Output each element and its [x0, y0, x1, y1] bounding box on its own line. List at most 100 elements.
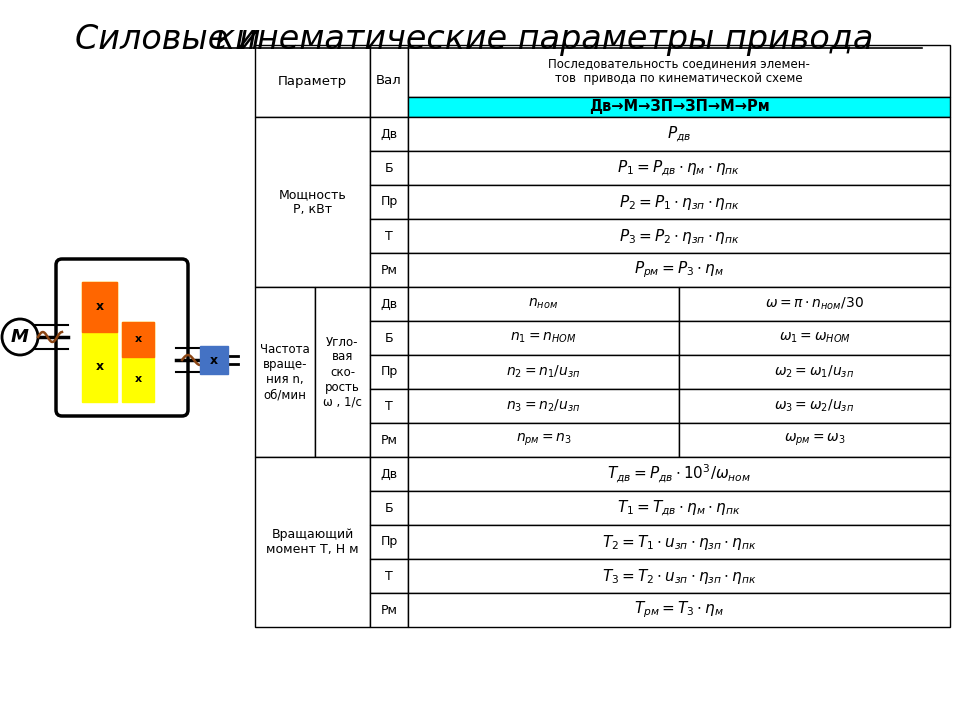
- FancyBboxPatch shape: [56, 259, 188, 416]
- Bar: [315, 287, 370, 457]
- Text: кинематические параметры привода: кинематические параметры привода: [215, 23, 874, 56]
- Circle shape: [2, 319, 38, 355]
- Text: Вращающий
момент T, Н м: Вращающий момент T, Н м: [266, 528, 359, 556]
- Text: $n_1 = n_{НОМ}$: $n_1 = n_{НОМ}$: [511, 330, 577, 345]
- Text: Мощность
P, кВт: Мощность P, кВт: [278, 188, 347, 216]
- Text: $\omega = \pi \cdot n_{ном}/30$: $\omega = \pi \cdot n_{ном}/30$: [765, 296, 864, 312]
- Bar: [408, 593, 950, 627]
- Bar: [255, 457, 370, 627]
- Text: $T_{рм} = T_3 \cdot \eta_м$: $T_{рм} = T_3 \cdot \eta_м$: [634, 600, 724, 621]
- Text: Частота
враще-
ния n,
об/мин: Частота враще- ния n, об/мин: [260, 343, 310, 401]
- Text: x: x: [95, 361, 104, 374]
- Bar: [370, 219, 408, 253]
- Bar: [370, 491, 408, 525]
- Text: Силовые и: Силовые и: [75, 23, 272, 56]
- Bar: [122, 322, 154, 357]
- Bar: [370, 593, 408, 627]
- Text: $P_{дв}$: $P_{дв}$: [667, 124, 691, 144]
- Bar: [370, 321, 408, 355]
- Bar: [370, 559, 408, 593]
- Bar: [408, 45, 950, 97]
- Text: Т: Т: [385, 570, 393, 582]
- Text: Угло-
вая
ско-
рость
ω , 1/с: Угло- вая ско- рость ω , 1/с: [324, 336, 362, 408]
- Text: Рм: Рм: [380, 433, 397, 446]
- Text: Дв: Дв: [380, 467, 397, 480]
- Bar: [370, 45, 408, 117]
- Bar: [255, 45, 370, 117]
- Text: $P_{рм} = P_3 \cdot \eta_м$: $P_{рм} = P_3 \cdot \eta_м$: [635, 260, 724, 280]
- Text: x: x: [210, 354, 218, 366]
- Text: Б: Б: [385, 502, 394, 515]
- Text: Т: Т: [385, 400, 393, 413]
- Text: $T_1 = T_{дв} \cdot \eta_м \cdot \eta_{пк}$: $T_1 = T_{дв} \cdot \eta_м \cdot \eta_{п…: [617, 498, 741, 518]
- Bar: [370, 185, 408, 219]
- Bar: [679, 389, 950, 423]
- Bar: [408, 117, 950, 151]
- Text: Параметр: Параметр: [278, 74, 348, 88]
- Text: x: x: [134, 335, 141, 344]
- Bar: [255, 287, 315, 457]
- Bar: [408, 151, 950, 185]
- Bar: [679, 355, 950, 389]
- Bar: [370, 117, 408, 151]
- Bar: [255, 117, 370, 287]
- Bar: [408, 287, 679, 321]
- Text: Б: Б: [385, 161, 394, 174]
- Text: $n_{ном}$: $n_{ном}$: [528, 297, 559, 311]
- Text: Рм: Рм: [380, 603, 397, 616]
- Text: Дв: Дв: [380, 127, 397, 140]
- Bar: [408, 559, 950, 593]
- Text: M: M: [12, 328, 29, 346]
- Bar: [408, 321, 679, 355]
- Bar: [370, 457, 408, 491]
- Text: $\omega_2 = \omega_1/u_{зп}$: $\omega_2 = \omega_1/u_{зп}$: [775, 364, 854, 380]
- Bar: [408, 525, 950, 559]
- Text: $n_{рм} = n_3$: $n_{рм} = n_3$: [516, 432, 571, 448]
- Bar: [200, 346, 228, 374]
- Bar: [370, 525, 408, 559]
- Bar: [408, 97, 950, 117]
- Text: $P_2 = P_1 \cdot \eta_{зп} \cdot \eta_{пк}$: $P_2 = P_1 \cdot \eta_{зп} \cdot \eta_{п…: [618, 192, 739, 212]
- Text: $\omega_{рм} = \omega_3$: $\omega_{рм} = \omega_3$: [783, 432, 845, 448]
- Bar: [370, 423, 408, 457]
- Bar: [408, 423, 679, 457]
- Text: $n_3 = n_2/u_{зп}$: $n_3 = n_2/u_{зп}$: [506, 397, 581, 414]
- Text: Дв→М→ЗП→ЗП→М→Рм: Дв→М→ЗП→ЗП→М→Рм: [588, 99, 769, 114]
- Text: Т: Т: [385, 230, 393, 243]
- Bar: [408, 253, 950, 287]
- Bar: [408, 491, 950, 525]
- Bar: [679, 321, 950, 355]
- Text: x: x: [134, 374, 141, 384]
- Bar: [408, 185, 950, 219]
- Text: Дв: Дв: [380, 297, 397, 310]
- Text: Последовательность соединения элемен-
тов  привода по кинематической схеме: Последовательность соединения элемен- то…: [548, 57, 810, 85]
- Text: $T_{дв} = P_{дв} \cdot 10^3/\omega_{ном}$: $T_{дв} = P_{дв} \cdot 10^3/\omega_{ном}…: [607, 463, 751, 485]
- Bar: [370, 151, 408, 185]
- Bar: [408, 219, 950, 253]
- Text: $\omega_1 = \omega_{НОМ}$: $\omega_1 = \omega_{НОМ}$: [779, 330, 851, 345]
- Bar: [679, 287, 950, 321]
- Text: Пр: Пр: [380, 366, 397, 379]
- Text: x: x: [95, 300, 104, 313]
- Bar: [82, 282, 117, 332]
- Text: $\omega_3 = \omega_2/u_{зп}$: $\omega_3 = \omega_2/u_{зп}$: [775, 397, 854, 414]
- Text: $T_3 = T_2 \cdot u_{зп} \cdot \eta_{зп} \cdot \eta_{пк}$: $T_3 = T_2 \cdot u_{зп} \cdot \eta_{зп} …: [602, 567, 756, 585]
- Text: $T_2 = T_1 \cdot u_{зп} \cdot \eta_{зп} \cdot \eta_{пк}$: $T_2 = T_1 \cdot u_{зп} \cdot \eta_{зп} …: [602, 533, 756, 552]
- Bar: [679, 423, 950, 457]
- Bar: [370, 389, 408, 423]
- Bar: [82, 282, 117, 402]
- Text: Рм: Рм: [380, 264, 397, 276]
- Text: $n_2 = n_1/u_{зп}$: $n_2 = n_1/u_{зп}$: [506, 364, 581, 380]
- Text: Вал: Вал: [376, 74, 402, 88]
- Text: Б: Б: [385, 331, 394, 344]
- Bar: [122, 322, 154, 402]
- Bar: [370, 355, 408, 389]
- Text: $P_3 = P_2 \cdot \eta_{зп} \cdot \eta_{пк}$: $P_3 = P_2 \cdot \eta_{зп} \cdot \eta_{п…: [618, 227, 739, 246]
- Text: Пр: Пр: [380, 536, 397, 549]
- Bar: [370, 253, 408, 287]
- Text: $P_1 = P_{дв} \cdot \eta_м \cdot \eta_{пк}$: $P_1 = P_{дв} \cdot \eta_м \cdot \eta_{п…: [617, 158, 740, 178]
- Bar: [370, 287, 408, 321]
- Text: Пр: Пр: [380, 196, 397, 209]
- Bar: [408, 389, 679, 423]
- Bar: [408, 457, 950, 491]
